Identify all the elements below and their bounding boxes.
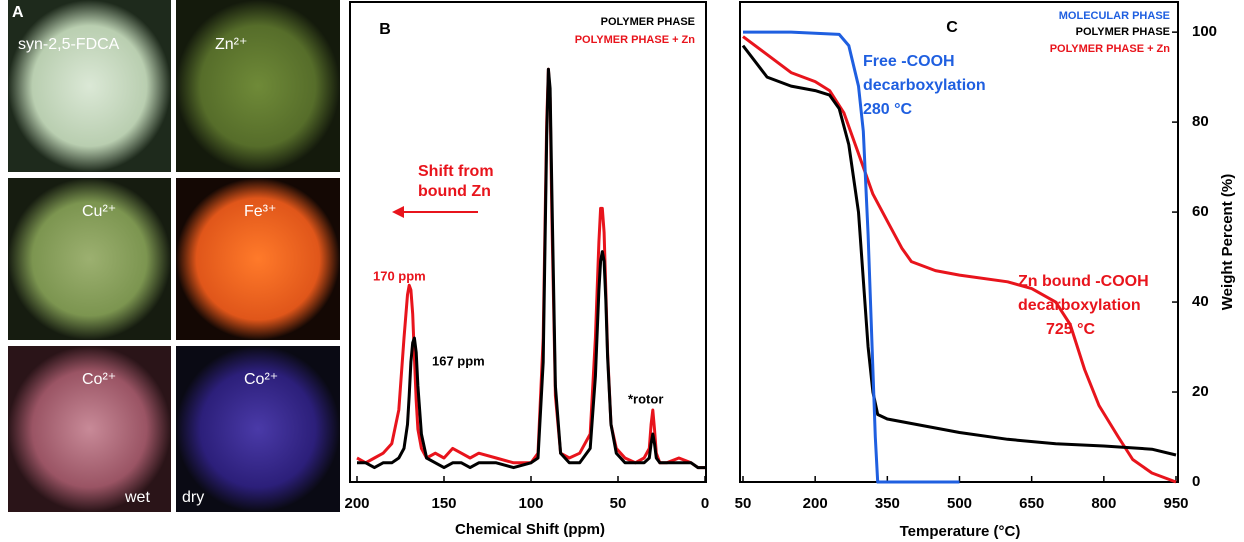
- legend-entry: POLYMER PHASE: [601, 16, 695, 28]
- photo-label: Fe³⁺: [244, 203, 276, 220]
- photo-label: Cu²⁺: [82, 203, 116, 220]
- photo-label: syn-2,5-FDCA: [18, 36, 120, 53]
- x-tick-label: 800: [1091, 495, 1116, 512]
- legend-entry: POLYMER PHASE: [1076, 26, 1170, 38]
- annotation: Free -COOH: [863, 53, 955, 70]
- annotation: *rotor: [628, 391, 663, 406]
- legend-entry: POLYMER PHASE + Zn: [1050, 43, 1171, 55]
- annotation: 167 ppm: [432, 353, 485, 368]
- x-tick-label: 200: [803, 495, 828, 512]
- panel-label: C: [946, 19, 958, 36]
- photo-state: wet: [124, 489, 150, 506]
- photo: [176, 346, 340, 512]
- annotation: 725 °C: [1046, 321, 1096, 338]
- x-tick-label: 950: [1163, 495, 1188, 512]
- panel-label: B: [379, 21, 391, 38]
- x-tick-label: 50: [610, 495, 627, 512]
- x-tick-label: 650: [1019, 495, 1044, 512]
- photo-state: dry: [182, 489, 204, 506]
- x-tick-label: 350: [875, 495, 900, 512]
- x-tick-label: 500: [947, 495, 972, 512]
- annotation: Shift from: [418, 163, 494, 180]
- legend-entry: POLYMER PHASE + Zn: [575, 34, 696, 46]
- annotation: bound Zn: [418, 183, 491, 200]
- panel-label: A: [12, 4, 24, 21]
- photo: [8, 346, 171, 512]
- data-line: [357, 67, 705, 470]
- data-line: [741, 44, 1177, 457]
- photo-label: Zn²⁺: [215, 36, 247, 53]
- y-axis-title: Weight Percent (%): [1219, 174, 1236, 310]
- photo-label: Co²⁺: [82, 371, 116, 388]
- shift-arrow: [392, 206, 478, 218]
- data-line: [742, 35, 1177, 484]
- annotation: decarboxylation: [1018, 297, 1141, 314]
- annotation: 280 °C: [863, 101, 913, 118]
- photo: [176, 0, 340, 172]
- annotation: decarboxylation: [863, 77, 986, 94]
- x-tick-label: 50: [735, 495, 752, 512]
- photo: [176, 178, 340, 340]
- annotation: 170 ppm: [373, 268, 426, 283]
- y-tick-label: 80: [1192, 113, 1209, 130]
- legend-entry: MOLECULAR PHASE: [1059, 10, 1170, 22]
- plot-frame: [739, 1, 1179, 483]
- photo: [8, 178, 171, 340]
- data-line: [743, 30, 960, 484]
- x-tick-label: 0: [701, 495, 709, 512]
- y-tick-label: 60: [1192, 203, 1209, 220]
- x-tick-label: 200: [344, 495, 369, 512]
- x-tick-label: 150: [431, 495, 456, 512]
- photo: [8, 0, 171, 172]
- x-axis-title: Temperature (°C): [900, 523, 1021, 540]
- photo-label: Co²⁺: [244, 371, 278, 388]
- y-tick-label: 0: [1192, 473, 1200, 490]
- y-tick-label: 20: [1192, 383, 1209, 400]
- annotation: Zn bound -COOH: [1018, 273, 1149, 290]
- x-axis-title: Chemical Shift (ppm): [455, 521, 605, 538]
- arrow-head: [392, 206, 404, 218]
- x-tick-label: 100: [518, 495, 543, 512]
- panel-a: A syn-2,5-FDCA Zn²⁺ Cu²⁺ Fe³⁺ Co²⁺ wet C…: [8, 0, 340, 512]
- y-tick-label: 40: [1192, 293, 1209, 310]
- y-tick-label: 100: [1192, 23, 1217, 40]
